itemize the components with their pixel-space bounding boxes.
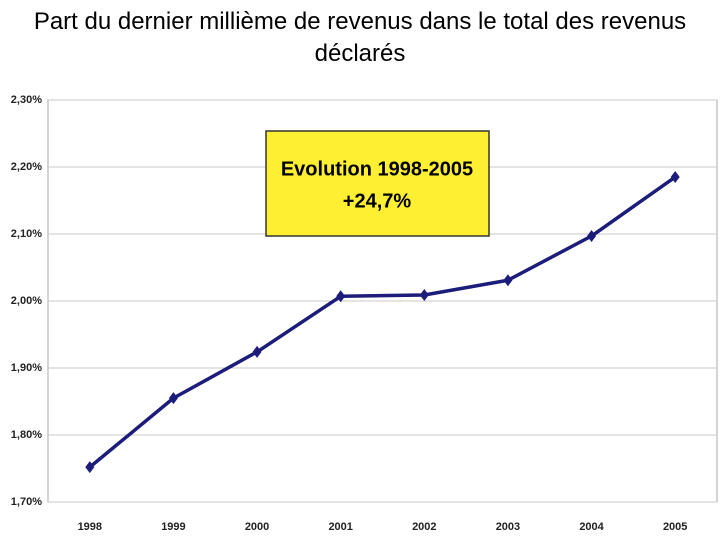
x-tick-label: 1998 (78, 521, 102, 533)
x-tick-label: 2003 (496, 521, 520, 533)
data-line (88, 175, 677, 469)
y-tick-label: 2,00% (11, 295, 42, 307)
marker (168, 392, 178, 405)
y-tick-label: 2,30% (11, 94, 42, 106)
y-tick-label: 2,20% (11, 161, 42, 173)
marker (503, 274, 513, 287)
x-tick-label: 2000 (245, 521, 269, 533)
annotation: +24,7% (343, 190, 412, 212)
marker (419, 288, 429, 301)
x-tick-label: 2004 (579, 521, 604, 533)
x-tick-label: 1999 (161, 521, 185, 533)
y-tick-label: 1,90% (11, 362, 42, 374)
y-tick-label: 1,70% (11, 496, 42, 508)
y-tick-label: 2,10% (11, 228, 42, 240)
annotation-box (265, 130, 490, 237)
x-tick-label: 2005 (663, 521, 687, 533)
y-tick-label: 1,80% (11, 429, 42, 441)
marker (670, 171, 680, 184)
x-tick-label: 2001 (328, 521, 352, 533)
x-tick-label: 2002 (412, 521, 436, 533)
marker (336, 290, 346, 303)
marker (587, 230, 597, 243)
marker (252, 345, 262, 358)
annotation: Evolution 1998-2005 (281, 158, 473, 180)
marker (85, 461, 95, 474)
chart-title: Part du dernier millième de revenus dans… (33, 8, 687, 67)
